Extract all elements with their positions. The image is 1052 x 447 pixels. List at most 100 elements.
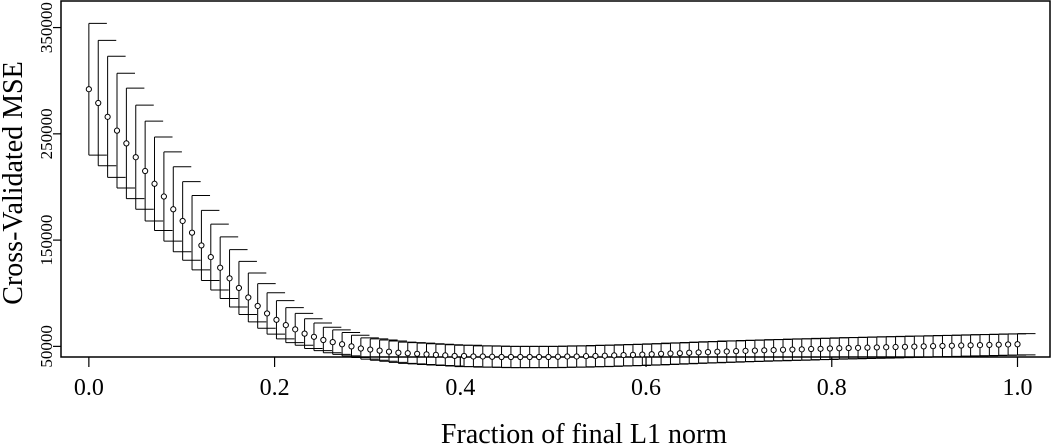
data-point: [367, 346, 374, 353]
data-point: [751, 347, 758, 354]
data-point: [789, 346, 796, 353]
data-point: [414, 350, 421, 357]
data-point: [329, 339, 336, 346]
data-point: [479, 353, 486, 360]
data-point: [601, 352, 608, 359]
data-point: [498, 353, 505, 361]
data-point: [282, 322, 289, 329]
data-point: [151, 180, 158, 187]
data-point: [864, 344, 871, 351]
data-point: [629, 351, 637, 358]
data-point: [460, 352, 468, 360]
error-bars: [88, 22, 1036, 369]
data-point: [592, 352, 599, 360]
data-point: [357, 345, 364, 352]
data-point: [929, 343, 937, 350]
data-point: [132, 154, 139, 161]
data-point: [686, 349, 693, 356]
data-point: [948, 342, 955, 349]
data-point: [836, 345, 843, 352]
data-point: [507, 353, 515, 361]
data-point: [883, 344, 890, 351]
x-axis: 0.0 0.2 0.4 0.6 0.8 1.0: [74, 357, 1032, 401]
data-point: [263, 310, 271, 317]
data-point: [620, 351, 627, 359]
data-point: [1014, 341, 1021, 348]
x-tick-label: 1.0: [1002, 375, 1032, 401]
data-point: [545, 353, 552, 361]
data-point: [423, 351, 430, 358]
data-point: [142, 167, 149, 175]
data-point: [179, 217, 186, 225]
data-point: [920, 343, 927, 350]
x-tick-label: 0.4: [445, 375, 475, 401]
data-point: [338, 341, 346, 348]
data-point: [939, 342, 946, 350]
data-point: [582, 353, 590, 360]
data-point: [470, 353, 477, 360]
data-point: [733, 348, 740, 355]
data-point: [958, 342, 965, 349]
data-point: [986, 341, 993, 348]
data-point: [273, 316, 280, 323]
data-point: [170, 206, 177, 213]
data-point: [442, 352, 449, 359]
data-point: [901, 343, 909, 350]
data-point: [564, 353, 571, 360]
data-point: [723, 348, 730, 355]
data-point: [742, 347, 749, 354]
data-point: [188, 229, 196, 236]
data-point: [639, 351, 646, 358]
data-point: [676, 350, 683, 357]
x-axis-label: Fraction of final L1 norm: [441, 419, 727, 447]
data-point: [573, 353, 580, 360]
data-point: [695, 349, 702, 356]
data-point: [817, 345, 824, 352]
data-point: [911, 343, 918, 350]
data-point: [292, 326, 299, 333]
data-point: [320, 336, 327, 344]
data-point: [95, 99, 102, 107]
data-points: [85, 86, 1021, 361]
data-point: [761, 347, 768, 354]
data-point: [217, 264, 224, 271]
data-point: [226, 275, 233, 282]
data-point: [554, 353, 562, 360]
y-tick-label: 50000: [37, 325, 56, 368]
data-point: [648, 351, 655, 358]
data-point: [207, 254, 214, 261]
data-point: [770, 346, 777, 354]
x-tick-label: 0.6: [631, 375, 661, 401]
y-tick-label: 150000: [37, 215, 56, 266]
data-point: [160, 193, 167, 200]
y-axis: 50000 150000 250000 350000: [37, 2, 61, 368]
data-point: [854, 344, 862, 351]
data-point: [404, 350, 411, 357]
data-point: [611, 352, 618, 359]
data-point: [1005, 341, 1012, 348]
data-point: [535, 353, 543, 361]
data-point: [967, 342, 974, 349]
y-axis-label: Cross-Validated MSE: [0, 61, 29, 304]
data-point: [779, 346, 787, 353]
data-point: [245, 294, 252, 301]
x-tick-label: 0.0: [74, 375, 104, 401]
data-point: [432, 351, 439, 358]
data-point: [348, 343, 355, 350]
data-point: [826, 345, 834, 352]
data-point: [667, 350, 674, 357]
data-point: [714, 348, 721, 355]
data-point: [301, 330, 308, 337]
data-point: [376, 347, 383, 354]
data-point: [310, 333, 318, 340]
data-point: [395, 349, 402, 356]
data-point: [254, 302, 261, 310]
data-point: [873, 344, 880, 351]
y-tick-label: 350000: [37, 2, 56, 53]
data-point: [235, 284, 243, 292]
data-point: [123, 140, 130, 147]
data-point: [85, 86, 92, 93]
data-point: [808, 345, 815, 353]
data-point: [489, 353, 496, 360]
